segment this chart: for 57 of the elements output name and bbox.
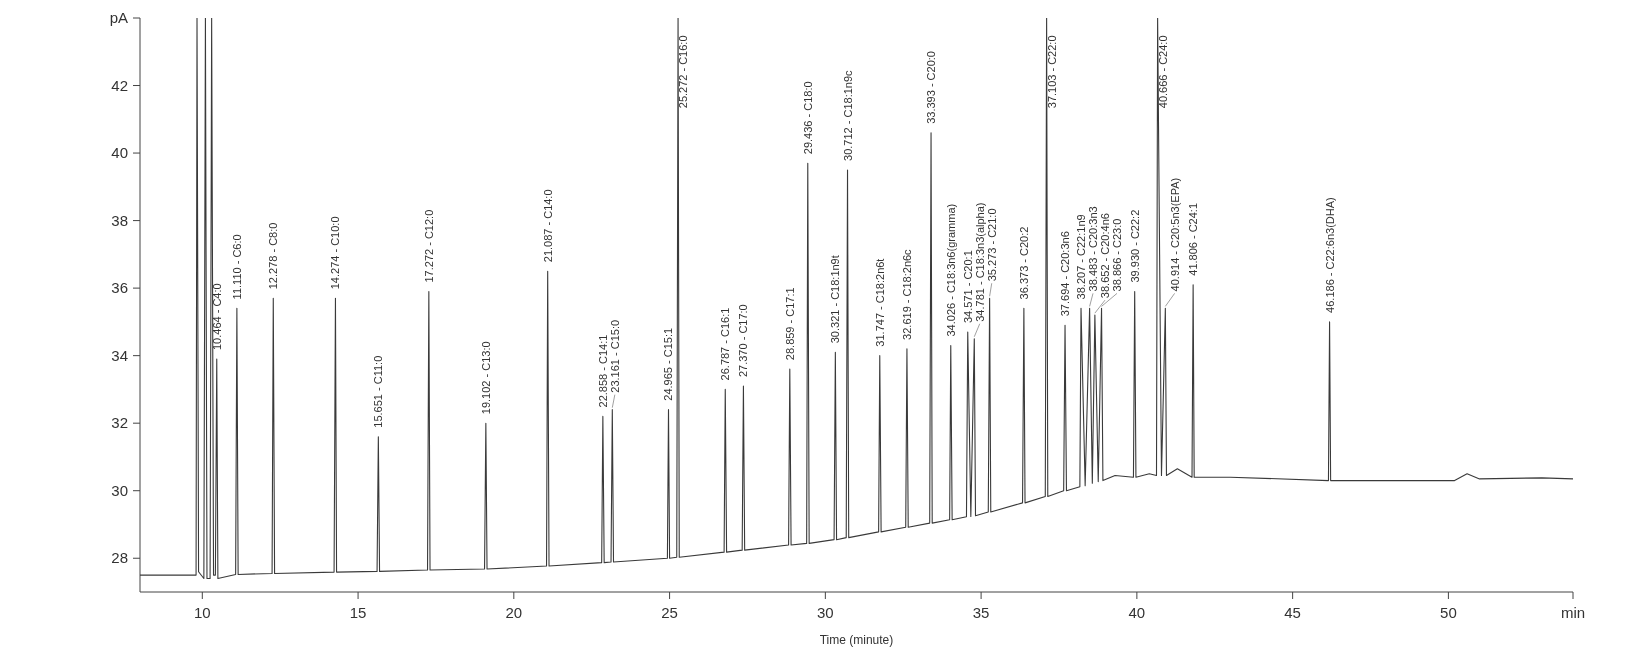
annotation: 24.965 - C15:1: [662, 327, 675, 401]
x-tick-label: 45: [1284, 604, 1301, 621]
annotation: 30.321 - C18:1n9t: [829, 255, 842, 344]
x-tick-label: 25: [661, 604, 678, 621]
annotation: 38.652 - C20:4n6: [1099, 213, 1112, 299]
annotation: 17.272 - C12:0: [422, 209, 435, 283]
y-tick-label: 40: [111, 144, 128, 162]
x-tick-label: 50: [1440, 604, 1457, 621]
y-tick-label: 32: [111, 414, 128, 432]
y-tick-label: 38: [111, 211, 128, 229]
annotation: 19.102 - C13:0: [479, 341, 492, 415]
annotation: 38.483 - C20:3n3: [1087, 206, 1100, 292]
annotation: 15.651 - C11:0: [372, 355, 385, 428]
x-tick-label: 20: [505, 604, 523, 621]
annotation: 25.272 - C16:0: [677, 35, 690, 109]
annotation: 36.373 - C20:2: [1017, 226, 1030, 300]
x-tick-label: min: [1560, 604, 1586, 621]
annotation: 30.712 - C18:1n9c: [841, 69, 854, 161]
annotation: 27.370 - C17:0: [737, 304, 750, 378]
annotation: 37.103 - C22:0: [1045, 35, 1058, 109]
annotation: 31.747 - C18:2n6t: [873, 258, 886, 347]
annotation: 41.806 - C24:1: [1187, 202, 1200, 276]
y-tick-label: 30: [111, 481, 128, 499]
annotation: 34.781 - C18:3n3(alpha): [973, 202, 986, 322]
y-tick-label: 42: [111, 76, 128, 94]
x-tick-label: 30: [817, 604, 834, 621]
annotation: 39.930 - C22:2: [1128, 209, 1141, 283]
annotation: 23.161 - C15:0: [608, 319, 621, 393]
annotation: 29.436 - C18:0: [801, 81, 814, 155]
annotation: 33.393 - C20:0: [925, 51, 938, 124]
annotation: 21.087 - C14:0: [541, 189, 554, 263]
annotation: 26.787 - C16:1: [719, 307, 732, 381]
annotation: 38.207 - C22:1n9: [1075, 214, 1088, 300]
annotation: 28.859 - C17:1: [783, 287, 796, 361]
annotation: 34.571 - C20:1: [961, 250, 974, 324]
annotation: 40.666 - C24:0: [1156, 35, 1169, 109]
x-tick-label: 40: [1128, 604, 1146, 621]
annotation: 37.694 - C20:3n6: [1059, 231, 1072, 317]
annotation: 22.858 - C14:1: [596, 334, 609, 408]
y-tick-label: 36: [111, 279, 128, 297]
x-tick-label: 15: [349, 604, 367, 621]
annotation: 32.619 - C18:2n6c: [900, 248, 913, 340]
y-tick-label: 28: [111, 549, 128, 567]
y-tick-label: 34: [111, 346, 128, 364]
x-tick-label: 10: [193, 604, 211, 621]
annotation: 10.464 - C4:0: [210, 283, 223, 351]
annotation: 14.274 - C10:0: [329, 216, 342, 290]
y-tick-label: pA: [109, 9, 128, 27]
x-axis-title: Time (minute): [819, 633, 894, 647]
annotation: 34.026 - C18:3n6(gramma): [944, 203, 957, 337]
x-tick-label: 35: [972, 604, 990, 621]
annotation: 11.110 - C6:0: [230, 234, 243, 300]
annotation: 35.273 - C21:0: [985, 208, 998, 282]
annotation: 12.278 - C8:0: [267, 222, 280, 290]
annotation: 38.866 - C23:0: [1111, 218, 1124, 292]
annotation: 46.186 - C22:6n3(DHA): [1323, 197, 1336, 313]
annotation: 40.914 - C20:5n3(EPA): [1168, 177, 1181, 292]
